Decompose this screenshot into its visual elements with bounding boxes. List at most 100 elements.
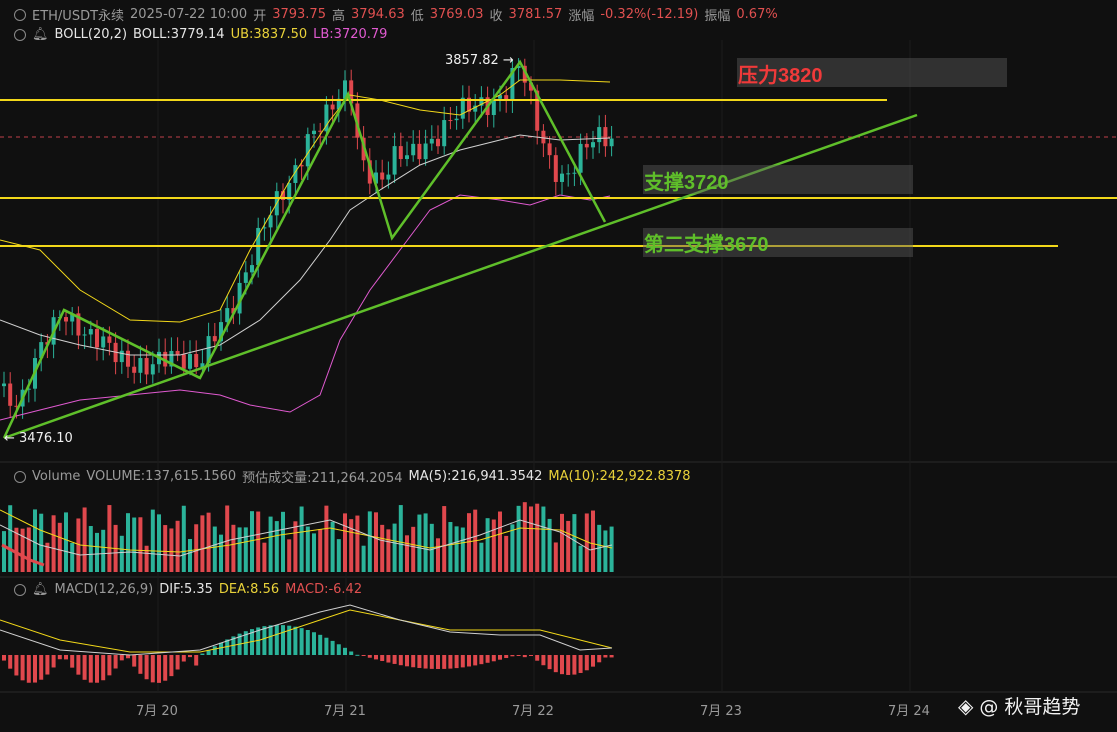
candle-body (429, 138, 434, 144)
candle-body (547, 143, 552, 156)
volume-estimate: 预估成交量:211,264.2054 (242, 471, 403, 486)
boll-mid-line (0, 134, 611, 356)
high-value: 3794.63 (350, 7, 405, 22)
candle-body (181, 354, 186, 369)
macd-name[interactable]: MACD(12,26,9) (54, 582, 154, 597)
macd-value: MACD:-6.42 (285, 582, 363, 597)
macd-bar (529, 655, 533, 656)
candle-body (553, 155, 558, 182)
macd-bar (603, 655, 608, 658)
high-price-marker: 3857.82 → (445, 53, 514, 68)
candle-body (82, 334, 87, 336)
support2-box (643, 228, 913, 257)
eye-icon[interactable] (14, 8, 26, 21)
candle-body (70, 313, 75, 322)
candle-body (584, 143, 589, 148)
volume-bar (299, 506, 304, 572)
volume-bar (138, 517, 143, 572)
boll-lb: LB:3720.79 (313, 27, 388, 42)
volume-bar (219, 534, 223, 572)
volume-bar (386, 529, 391, 572)
bell-icon[interactable]: 🔔︎ (32, 27, 49, 42)
volume-bar (541, 506, 546, 572)
volume-bar (64, 512, 68, 572)
volume-bar (293, 521, 298, 572)
macd-bar (119, 655, 124, 661)
macd-bar (343, 647, 347, 655)
volume-bar (597, 524, 602, 572)
candle-body (126, 350, 130, 367)
support1-box (643, 165, 913, 194)
macd-bar (299, 628, 304, 655)
candle-body (442, 120, 447, 147)
volume-bar (405, 535, 409, 572)
macd-bar (436, 655, 440, 669)
macd-bar (293, 626, 298, 655)
volume-bar (26, 527, 31, 572)
volume-bar (45, 542, 50, 572)
eye-icon[interactable] (14, 583, 26, 596)
low-value: 3769.03 (429, 7, 484, 22)
macd-bar (398, 655, 403, 666)
bell-icon[interactable]: 🔔︎ (32, 582, 49, 597)
volume-bar (436, 538, 440, 572)
date-label: 7月 23 (700, 704, 742, 719)
candle-body (107, 336, 112, 343)
candle-body (169, 350, 174, 367)
macd-bar (144, 655, 149, 680)
header-row: ETH/USDT永续 2025-07-22 10:00 开 3793.75 高 … (14, 5, 778, 24)
symbol-label[interactable]: ETH/USDT永续 (32, 9, 125, 24)
volume-name[interactable]: Volume (32, 469, 81, 484)
volume-bar (578, 545, 583, 572)
candle-body (200, 363, 205, 368)
date-label: 7月 20 (136, 704, 178, 719)
candle-body (324, 104, 329, 132)
macd-bar (572, 655, 577, 675)
macd-bar (578, 655, 583, 673)
candle-body (392, 146, 397, 175)
macd-bar (126, 655, 130, 659)
volume-bar (522, 502, 527, 572)
volume-bar (367, 511, 372, 572)
volume-bar (126, 513, 130, 572)
volume-bar (491, 519, 496, 572)
volume-bar (107, 505, 112, 572)
macd-bar (20, 655, 25, 681)
volume-bar (411, 526, 416, 572)
candle-body (39, 342, 44, 359)
candle-body (2, 383, 6, 387)
boll-name[interactable]: BOLL(20,2) (54, 27, 128, 42)
macd-bar (76, 655, 81, 675)
volume-bar (312, 533, 316, 572)
macd-bar (392, 655, 397, 664)
open-label: 开 (253, 9, 267, 24)
candle-body (318, 130, 323, 132)
change-value: -0.32%(-12.19) (600, 7, 699, 22)
candle-body (479, 97, 484, 106)
close-value: 3781.57 (508, 7, 563, 22)
macd-bar (423, 655, 428, 669)
macd-bar (132, 655, 137, 667)
candle-body (212, 336, 217, 342)
volume-bar (268, 516, 273, 572)
macd-bar (467, 655, 471, 667)
candle-body (467, 97, 471, 112)
volume-bar (212, 526, 217, 572)
candle-body (8, 383, 13, 406)
macd-bar (591, 655, 595, 667)
volume-bar (14, 527, 19, 572)
volume-bar (479, 542, 484, 572)
macd-bar (491, 655, 496, 662)
candle-body (64, 317, 68, 322)
macd-bar (330, 640, 335, 655)
resistance-box (737, 58, 1007, 87)
volume-bar (231, 524, 236, 572)
eye-icon[interactable] (14, 28, 26, 41)
macd-bar (324, 637, 329, 655)
eye-icon[interactable] (14, 470, 26, 483)
candle-body (491, 98, 496, 116)
volume-bar (33, 509, 37, 572)
candle-body (374, 172, 378, 184)
candle-body (299, 165, 304, 167)
